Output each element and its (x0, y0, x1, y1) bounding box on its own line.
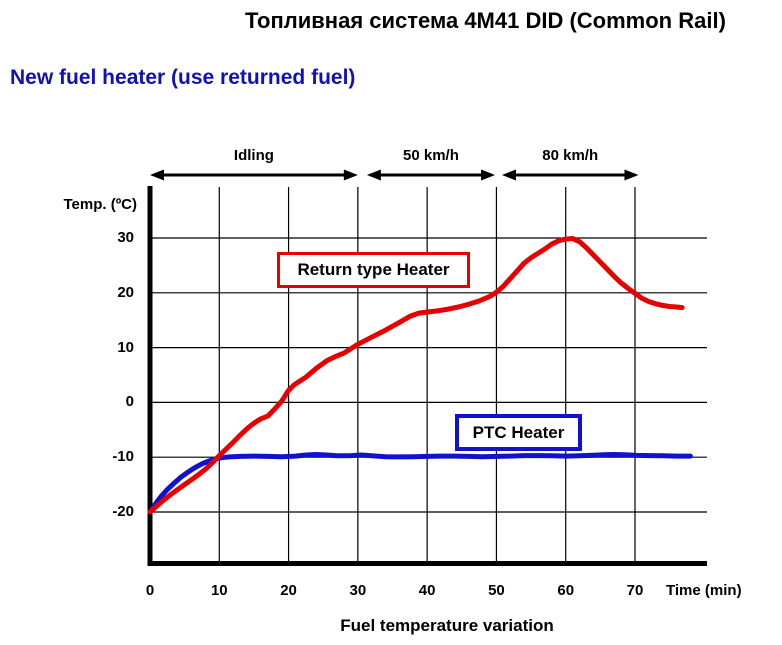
phase-arrow-left-head (501, 169, 516, 181)
page-title: Топливная система 4M41 DID (Common Rail) (245, 8, 726, 33)
phase-arrow-left-head (366, 169, 381, 181)
series-line-ptc-heater (147, 452, 693, 515)
y-axis-label: Temp. (ºC) (63, 196, 137, 213)
x-tick-30: 30 (349, 582, 367, 599)
legend-ptc-heater: PTC Heater (455, 414, 582, 451)
y-tick--20: -20 (112, 503, 134, 520)
x-axis-label: Time (min) (666, 582, 742, 599)
x-axis-line (147, 561, 707, 566)
subtitle: New fuel heater (use returned fuel) (10, 66, 356, 89)
x-tick-70: 70 (626, 582, 644, 599)
x-tick-50: 50 (488, 582, 505, 599)
y-tick-20: 20 (117, 283, 134, 301)
phase-label-idling: Idling (233, 147, 274, 164)
chart-caption: Fuel temperature variation (340, 616, 554, 635)
y-axis-line (147, 186, 153, 566)
phase-arrow-right-head (624, 169, 639, 181)
x-tick-0: 0 (145, 582, 155, 599)
x-tick-10: 10 (210, 582, 228, 599)
phase-arrow-right-head (343, 169, 358, 181)
y-tick--10: -10 (112, 448, 134, 466)
x-tick-60: 60 (557, 582, 575, 599)
phase-label-80-km-h: 80 km/h (542, 147, 599, 164)
legend-return-type-heater: Return type Heater (277, 252, 470, 288)
phase-arrow-right-head (481, 169, 496, 181)
y-tick-10: 10 (117, 338, 134, 356)
phase-arrow-left-head (150, 169, 164, 181)
legend-ptc-heater-label: PTC Heater (472, 422, 565, 442)
y-tick-30: 30 (117, 229, 134, 246)
y-tick-0: 0 (125, 393, 134, 411)
phase-label-50-km-h: 50 km/h (403, 147, 459, 164)
legend-return-type-heater-label: Return type Heater (297, 260, 450, 279)
series-line-return-type-heater (147, 236, 685, 515)
x-tick-40: 40 (418, 582, 436, 599)
x-tick-20: 20 (280, 582, 297, 599)
